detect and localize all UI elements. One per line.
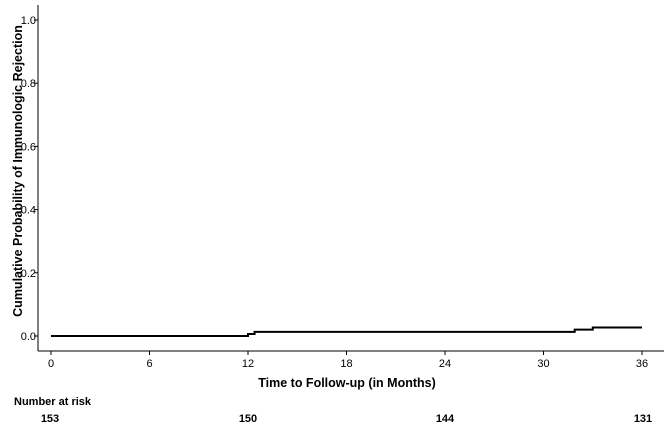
x-tick-label: 18: [340, 358, 352, 370]
x-axis-ticks: 0 6 12 18 24 30 36: [48, 351, 648, 370]
x-tick-label: 30: [537, 358, 549, 370]
y-tick-label: 0.0: [21, 331, 36, 343]
risk-table-title: Number at risk: [14, 396, 92, 408]
x-tick-label: 36: [636, 358, 648, 370]
y-tick-label: 0.8: [21, 78, 36, 90]
axes: [37, 5, 664, 352]
risk-value: 153: [41, 413, 59, 425]
x-axis-title: Time to Follow-up (in Months): [258, 376, 436, 390]
x-tick-label: 6: [146, 358, 152, 370]
y-axis-ticks: 0.0 0.2 0.4 0.6 0.8 1.0: [21, 15, 38, 343]
x-tick-label: 0: [48, 358, 54, 370]
risk-value: 150: [239, 413, 257, 425]
risk-value: 144: [436, 413, 455, 425]
y-axis-title: Cumulative Probability of Immunologic Re…: [11, 25, 25, 317]
y-tick-label: 0.2: [21, 268, 36, 280]
y-tick-label: 0.6: [21, 141, 36, 153]
series-layer: [51, 326, 642, 337]
risk-value: 131: [634, 413, 652, 425]
y-tick-label: 1.0: [21, 15, 36, 27]
x-tick-label: 12: [242, 358, 254, 370]
risk-table-values: 153 150 144 131: [41, 413, 652, 425]
x-tick-label: 24: [439, 358, 451, 370]
survival-step-line: [51, 326, 642, 337]
y-tick-label: 0.4: [21, 205, 36, 217]
